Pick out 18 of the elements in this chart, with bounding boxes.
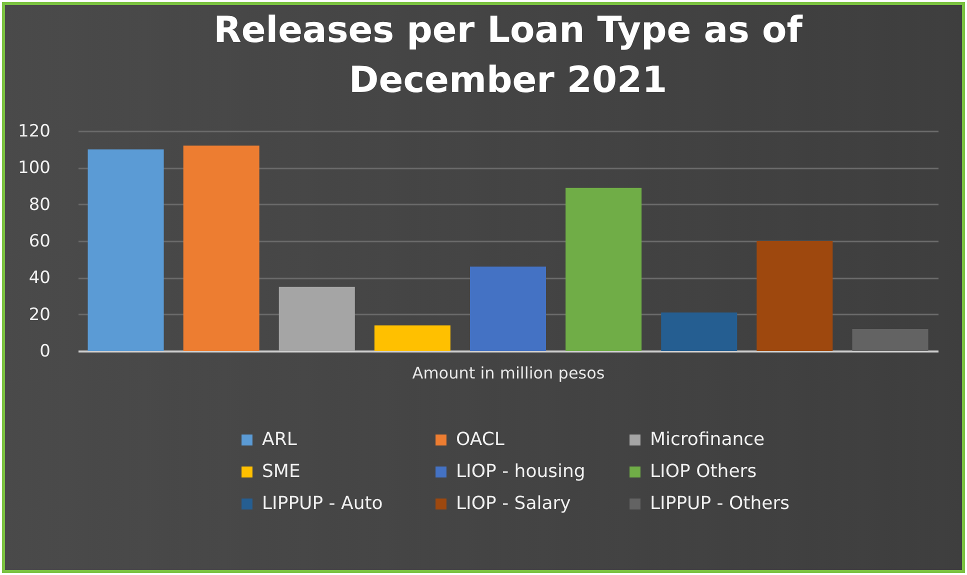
legend-label: ARL bbox=[262, 429, 297, 450]
chart-title: Releases per Loan Type as of December 2021 bbox=[214, 10, 803, 101]
legend-label: LIOP - housing bbox=[456, 461, 586, 482]
y-tick-label: 60 bbox=[28, 232, 50, 252]
y-tick-label: 0 bbox=[40, 342, 50, 362]
legend-label: LIPPUP - Auto bbox=[262, 493, 383, 514]
legend-label: LIOP - Salary bbox=[456, 493, 572, 514]
legend-label: LIPPUP - Others bbox=[650, 493, 790, 514]
legend-label: OACL bbox=[456, 429, 504, 450]
y-tick-label: 80 bbox=[28, 194, 50, 215]
y-tick-label: 20 bbox=[28, 304, 50, 325]
y-tick-label: 120 bbox=[18, 122, 50, 142]
legend-label: Microfinance bbox=[650, 429, 765, 450]
y-tick-label: 40 bbox=[28, 268, 50, 288]
legend-label: LIOP Others bbox=[650, 461, 757, 482]
y-tick-label: 100 bbox=[18, 158, 50, 178]
legend-label: SME bbox=[262, 461, 300, 482]
x-axis-title: Amount in million pesos bbox=[412, 364, 605, 382]
